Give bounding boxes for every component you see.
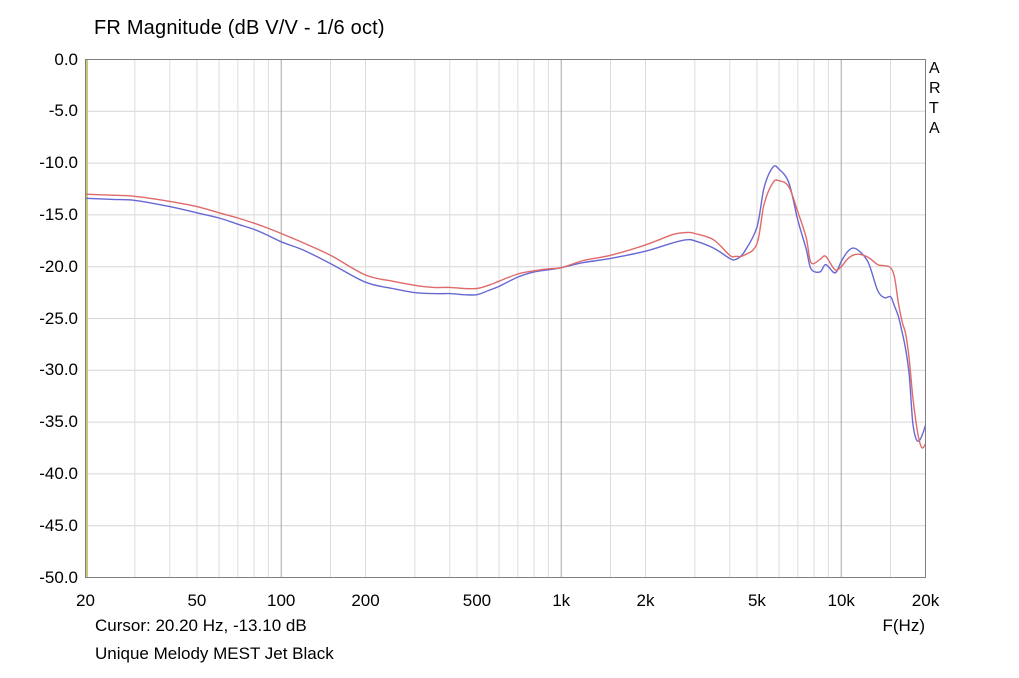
chart-title: FR Magnitude (dB V/V - 1/6 oct) <box>94 17 385 39</box>
y-tick-label: -45.0 <box>39 515 78 535</box>
arta-watermark: ARTA <box>929 60 941 137</box>
device-name-label: Unique Melody MEST Jet Black <box>95 644 334 663</box>
y-tick-label: -20.0 <box>39 256 78 276</box>
y-tick-label: -25.0 <box>39 308 78 328</box>
x-tick-label: 500 <box>462 591 492 610</box>
y-tick-label: -10.0 <box>39 153 78 173</box>
x-tick-label: 200 <box>351 591 380 610</box>
series-blue-curve <box>85 165 926 442</box>
x-tick-label: 1k <box>552 591 571 610</box>
x-tick-label: 10k <box>827 591 855 610</box>
fr-magnitude-plot <box>85 59 926 578</box>
x-tick-label: 20k <box>911 591 940 610</box>
plot-border <box>85 59 926 578</box>
x-tick-label: 20 <box>76 591 95 610</box>
x-tick-label: 5k <box>747 591 766 610</box>
x-axis-label: F(Hz) <box>882 616 925 635</box>
y-tick-label: -30.0 <box>39 360 78 380</box>
y-tick-label: -15.0 <box>39 204 78 224</box>
x-tick-label: 100 <box>267 591 296 610</box>
y-tick-label: -50.0 <box>39 567 78 587</box>
y-tick-label: -40.0 <box>39 463 78 483</box>
series-red-curve <box>85 179 926 449</box>
x-tick-label: 2k <box>636 591 655 610</box>
y-tick-label: -35.0 <box>39 412 78 432</box>
cursor-readout: Cursor: 20.20 Hz, -13.10 dB <box>95 616 307 635</box>
y-tick-label: -5.0 <box>48 101 78 121</box>
x-tick-label: 50 <box>187 591 207 610</box>
y-tick-label: 0.0 <box>54 49 78 69</box>
